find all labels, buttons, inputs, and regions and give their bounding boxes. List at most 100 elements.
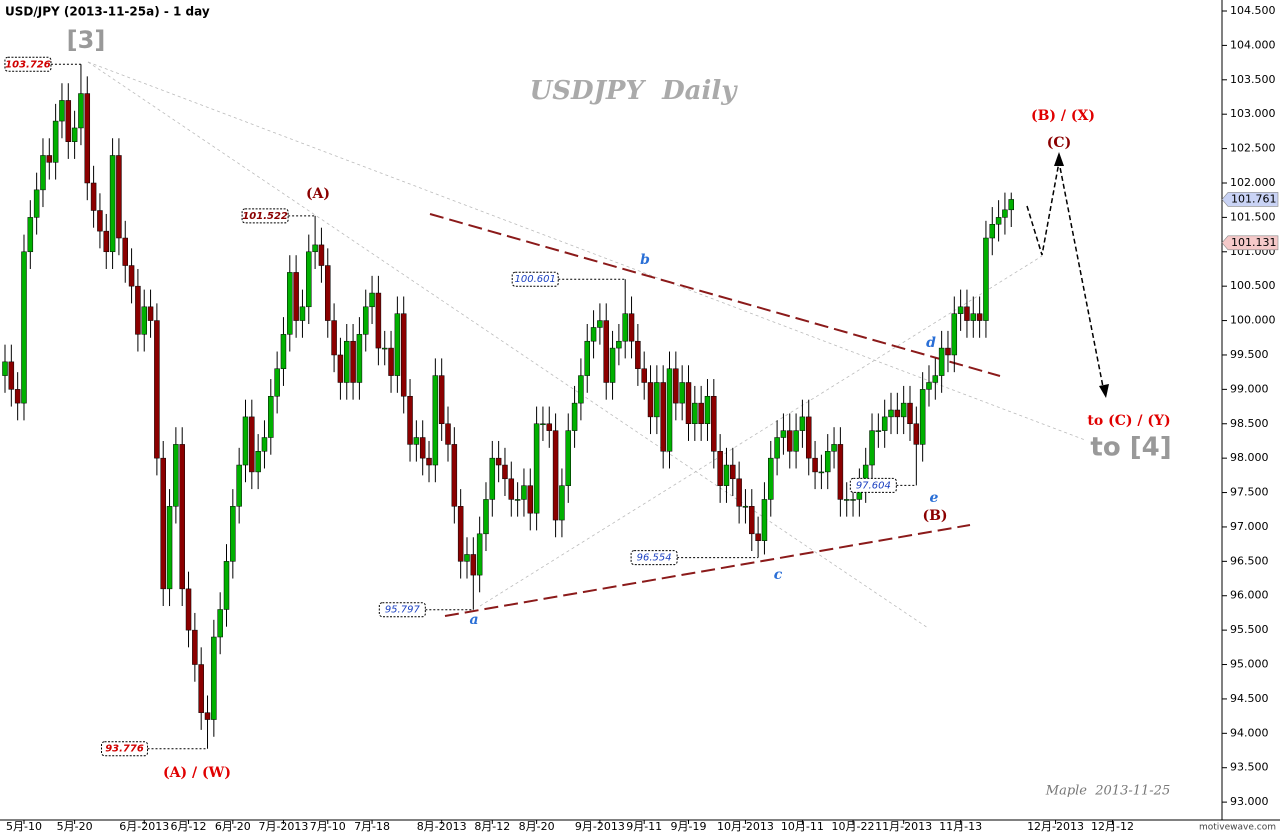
candle-body [451,444,458,507]
candle-body [109,155,116,253]
candle-body [673,368,679,404]
tag-value: 103.726 [5,59,51,70]
candle-body [242,416,249,466]
candle-body [578,375,584,404]
x-tick-label: 5月-10 [6,820,42,833]
candle-body [540,423,546,426]
y-tick-label: 99.500 [1230,348,1269,361]
y-tick-label: 93.000 [1230,795,1269,808]
candle-body [666,368,673,452]
candle-body [622,313,628,342]
x-tick-label: 6月-20 [215,820,251,833]
candle-body [837,444,844,500]
price-tag [1221,192,1279,207]
candle-body [116,155,122,239]
candle-body [46,155,53,163]
tag-value: 100.601 [515,274,556,285]
candle-body [71,127,78,142]
candle-body [780,430,787,438]
candle-body [913,423,920,445]
wave-label: c [774,567,783,583]
candle-body [8,361,15,390]
candle-body [52,120,59,163]
tag-box [849,477,897,493]
candle-body [1002,209,1008,218]
candle-body [730,464,736,480]
arrow-head [1054,152,1064,166]
tag-value: 97.604 [856,480,891,491]
y-tick-label: 101.500 [1230,210,1276,223]
arrow-head [1099,384,1109,398]
candle-body [964,306,970,321]
candle-body [559,485,565,521]
source: motivewave.com [1199,823,1276,833]
candle-body [293,272,299,321]
x-tick-label: 12月-2013 [1027,820,1084,833]
x-tick-label: 5月-20 [57,820,93,833]
candle-body [843,499,850,501]
candle-body [768,457,774,500]
candle-body [552,430,559,521]
candle-body [204,712,211,720]
candle-body [173,444,179,507]
candle-body [21,251,27,404]
candle-body [584,340,590,376]
y-tick-label: 94.000 [1230,726,1269,739]
candle-body [635,340,641,369]
candle-body [413,437,420,445]
y-tick-label: 102.500 [1230,142,1276,155]
candle-body [274,368,280,397]
candle-body [419,437,426,459]
x-tick-label: 12月-12 [1091,820,1134,833]
tag-value: 101.522 [242,211,288,222]
y-tick-label: 97.000 [1230,520,1269,533]
candle-body [869,430,875,466]
candle-body [660,382,666,452]
candle-body [362,306,369,335]
tag-box [101,741,149,757]
wave-label: b [640,252,650,268]
candle-body [166,506,173,590]
y-tick-label: 97.500 [1230,486,1269,499]
x-tick-label: 9月-2013 [575,820,625,833]
y-tick-label: 100.500 [1230,279,1276,292]
y-tick-label: 96.500 [1230,554,1269,567]
candle-body [369,292,375,308]
y-tick-label: 99.000 [1230,382,1269,395]
candle-body [628,313,635,342]
candles [2,64,1015,749]
candle-body [78,93,84,129]
candle-body [33,189,40,218]
candle-body [236,464,242,507]
x-tick-label: 6月-2013 [119,820,169,833]
channel-line [87,61,929,629]
candle-body [65,100,72,142]
y-tick-label: 98.500 [1230,417,1269,430]
y-tick-label: 102.000 [1230,176,1276,189]
triangle-line [429,213,1001,377]
candle-body [787,430,793,452]
candle-body [926,382,932,390]
candle-body [717,451,723,486]
candle-body [597,320,603,328]
candle-body [249,416,255,473]
candle-body [571,402,578,431]
wave-label: e [930,490,939,506]
candle-body [337,354,344,383]
candle-body [1008,199,1015,211]
candle-body [103,230,110,253]
tag-box [241,208,289,224]
candle-body [793,430,799,452]
candle-body [812,457,818,473]
candle-body [755,533,761,541]
price-tag [1221,235,1279,251]
candle-body [527,485,534,514]
candle-body [185,588,192,631]
y-tick-label: 100.000 [1230,314,1276,327]
wave-label: (C) [1047,135,1071,151]
candle-body [774,437,780,459]
wave-label: d [926,335,936,351]
wave-label: to [4] [1090,433,1171,463]
candle-body [84,93,91,184]
candle-body [932,375,939,383]
